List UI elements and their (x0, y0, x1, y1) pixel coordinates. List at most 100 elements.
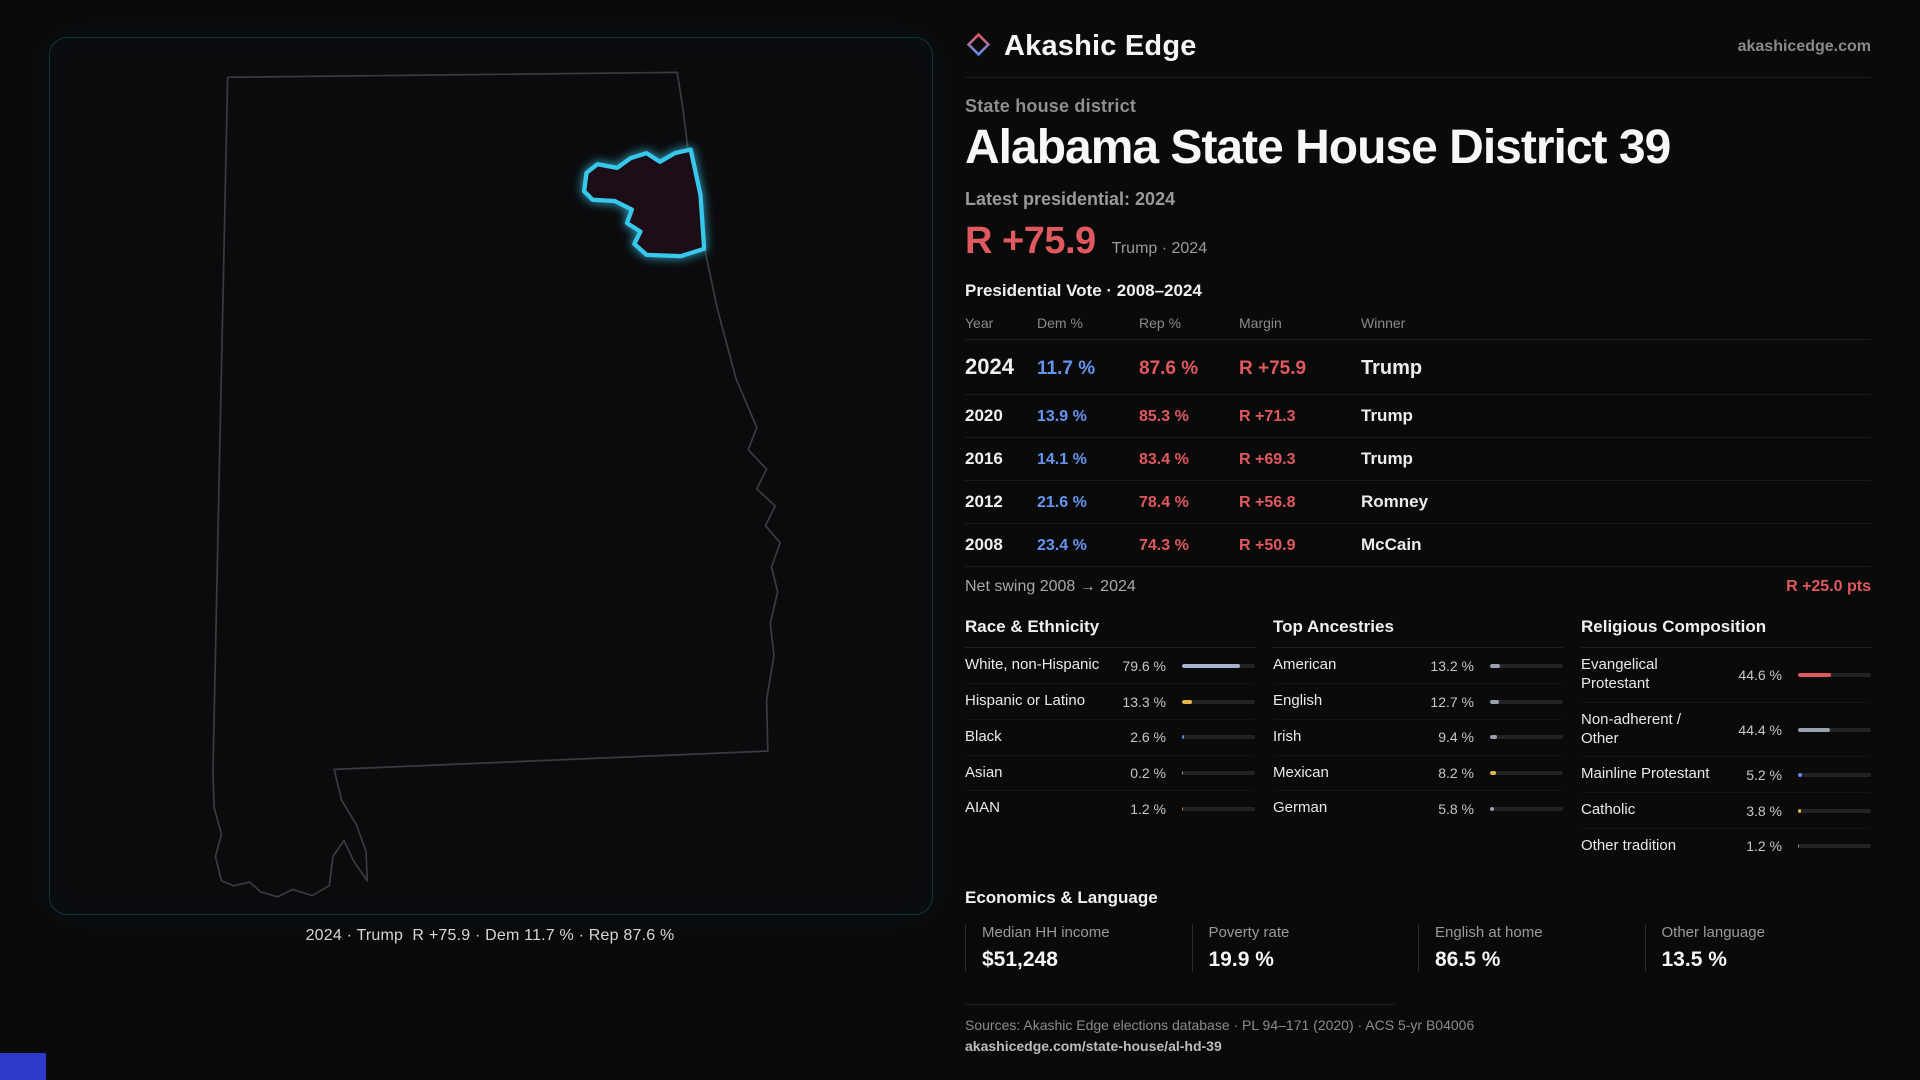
demo-bar (1182, 699, 1255, 704)
district-39-highlight[interactable] (581, 147, 707, 259)
stat-label: Other language (1661, 923, 1765, 941)
demo-label: Evangelical Protestant (1581, 656, 1658, 693)
demo-bar (1182, 806, 1255, 811)
list-item: Irish 9.4 % (1273, 720, 1563, 756)
table-row: 2024 11.7 % 87.6 % R +75.9 Trump (965, 340, 1871, 396)
site-link[interactable]: akashicedge.com (1737, 37, 1871, 55)
brand-diamond-icon (965, 31, 992, 63)
demo-label: Catholic (1581, 801, 1636, 819)
demo-value: 5.2 % (1746, 766, 1782, 783)
table-row: 2008 23.4 % 74.3 % R +50.9 McCain (965, 524, 1871, 568)
demo-label: Irish (1273, 727, 1302, 745)
alabama-map (212, 71, 781, 898)
stat-english-at-home: English at home 86.5 % (1418, 923, 1645, 972)
margin-note: Trump · 2024 (1111, 240, 1208, 258)
vote-table: Year Dem % Rep % Margin Winner 2024 11.7… (965, 309, 1871, 607)
demo-bar (1490, 735, 1563, 740)
corner-accent (0, 1053, 46, 1080)
demo-label: English (1273, 692, 1323, 710)
section-religious-composition: Religious Composition Evangelical Protes… (1581, 617, 1871, 863)
demo-bar (1798, 844, 1871, 849)
vote-table-header: Year Dem % Rep % Margin Winner (965, 309, 1871, 341)
headline-margin: R +75.9 Trump · 2024 (965, 220, 1871, 263)
demo-value: 79.6 % (1122, 657, 1166, 674)
stat-median-hh-income: Median HH income $51,248 (965, 923, 1192, 972)
table-row: 2012 21.6 % 78.4 % R +56.8 Romney (965, 481, 1871, 525)
latest-presidential-label: Latest presidential: 2024 (965, 189, 1176, 210)
stat-label: English at home (1435, 923, 1543, 941)
col-rep: Rep % (1139, 315, 1182, 332)
footer-link[interactable]: akashicedge.com/state-house/al-hd-39 (965, 1037, 1222, 1054)
table-row: 2016 14.1 % 83.4 % R +69.3 Trump (965, 438, 1871, 482)
district-type-kicker: State house district (965, 96, 1137, 116)
list-item: Mainline Protestant 5.2 % (1581, 757, 1871, 794)
demo-label: Asian (965, 763, 1003, 781)
map-panel (49, 37, 933, 915)
stat-value: $51,248 (982, 947, 1058, 971)
net-swing-value: R +25.0 pts (1786, 578, 1871, 596)
list-item: Black 2.6 % (965, 720, 1255, 756)
stat-value: 13.5 % (1661, 947, 1727, 971)
list-item: English 12.7 % (1273, 684, 1563, 720)
state-outline (212, 71, 781, 898)
demo-bar (1490, 806, 1563, 811)
economics-stats: Median HH income $51,248 Poverty rate 19… (965, 923, 1872, 972)
demo-bar (1798, 808, 1871, 813)
demo-value: 12.7 % (1430, 693, 1474, 710)
demo-label: AIAN (965, 799, 1001, 817)
demo-value: 2.6 % (1130, 729, 1166, 746)
list-item: Catholic 3.8 % (1581, 793, 1871, 829)
list-item: White, non-Hispanic 79.6 % (965, 648, 1255, 685)
demo-label: Mexican (1273, 763, 1329, 781)
footer-sources: Sources: Akashic Edge elections database… (965, 1016, 1475, 1033)
col-winner: Winner (1361, 315, 1406, 332)
demo-value: 0.2 % (1130, 765, 1166, 782)
demo-bar (1490, 663, 1563, 668)
list-item: German 5.8 % (1273, 791, 1563, 826)
list-item: Mexican 8.2 % (1273, 756, 1563, 792)
section-title: Religious Composition (1581, 617, 1871, 649)
demo-value: 5.8 % (1438, 800, 1474, 817)
demo-value: 44.6 % (1738, 667, 1782, 684)
col-dem: Dem % (1037, 315, 1083, 332)
footer: Sources: Akashic Edge elections database… (965, 1003, 1871, 1054)
demo-bar (1182, 735, 1255, 740)
stat-label: Poverty rate (1208, 923, 1290, 941)
demo-bar (1798, 772, 1871, 777)
demo-label: Mainline Protestant (1581, 765, 1710, 783)
list-item: Hispanic or Latino 13.3 % (965, 684, 1255, 720)
demo-label: American (1273, 656, 1337, 674)
page-title: Alabama State House District 39 (965, 121, 1671, 174)
section-title: Race & Ethnicity (965, 617, 1255, 649)
list-item: Non-adherent / Other 44.4 % (1581, 703, 1871, 758)
demo-bar (1798, 673, 1871, 678)
stat-label: Median HH income (982, 923, 1110, 941)
demo-value: 1.2 % (1130, 800, 1166, 817)
demo-label: German (1273, 799, 1328, 817)
stat-value: 86.5 % (1435, 947, 1501, 971)
demo-value: 9.4 % (1438, 729, 1474, 746)
header-bar: Akashic Edge akashicedge.com (965, 30, 1871, 78)
stat-value: 19.9 % (1208, 947, 1274, 971)
table-row: 2020 13.9 % 85.3 % R +71.3 Trump (965, 395, 1871, 439)
section-title: Top Ancestries (1273, 617, 1563, 649)
footer-divider (965, 1003, 1395, 1005)
col-year: Year (965, 315, 994, 332)
demo-label: Other tradition (1581, 836, 1677, 854)
stat-poverty-rate: Poverty rate 19.9 % (1191, 923, 1419, 972)
list-item: AIAN 1.2 % (965, 791, 1255, 826)
demo-value: 13.2 % (1430, 657, 1474, 674)
demo-label: Black (965, 727, 1002, 745)
list-item: Other tradition 1.2 % (1581, 829, 1871, 864)
stat-other-language: Other language 13.5 % (1644, 923, 1872, 972)
demo-bar (1182, 663, 1255, 668)
section-race-ethnicity: Race & Ethnicity White, non-Hispanic 79.… (965, 617, 1255, 863)
demo-value: 44.4 % (1738, 721, 1782, 738)
demo-label: White, non-Hispanic (965, 656, 1100, 674)
demo-value: 8.2 % (1438, 765, 1474, 782)
district-report: Akashic Edge akashicedge.com State house… (965, 30, 1871, 1054)
demo-label: Non-adherent / Other (1581, 710, 1682, 747)
demo-label: Hispanic or Latino (965, 692, 1086, 710)
brand-name: Akashic Edge (1004, 30, 1197, 62)
demo-bar (1182, 771, 1255, 776)
